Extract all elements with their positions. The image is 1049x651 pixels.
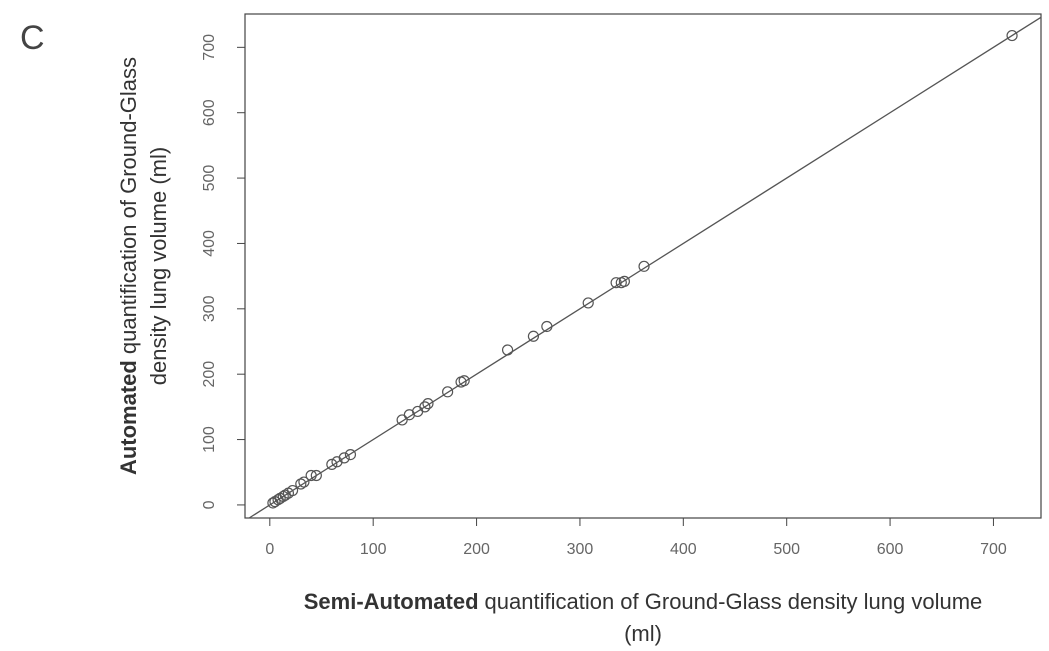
y-axis-label: Automated quantification of Ground-Glass: [116, 57, 141, 475]
point: [305, 469, 317, 482]
x-tick-label: 100: [360, 541, 387, 558]
x-tick-label: 0: [265, 541, 274, 558]
y-tick-label: 100: [201, 426, 218, 453]
y-tick-label: 200: [201, 361, 218, 388]
y-tick-label: 700: [201, 34, 218, 61]
x-axis-label: Semi-Automated quantification of Ground-G…: [304, 589, 983, 614]
point: [326, 458, 338, 470]
point: [582, 297, 594, 309]
x-tick-label: 700: [980, 541, 1007, 558]
point: [1006, 29, 1018, 42]
point: [610, 277, 622, 289]
point: [618, 275, 630, 287]
y-axis-label-bold: Automated: [116, 360, 141, 475]
x-axis-label-bold: Semi-Automated: [304, 589, 479, 614]
y-axis-label-text: quantification of Ground-Glass: [116, 57, 141, 354]
x-axis-label-text: quantification of Ground-Glass density l…: [485, 589, 983, 614]
point: [295, 478, 307, 490]
point: [527, 330, 540, 342]
point: [422, 398, 434, 410]
point: [344, 448, 357, 461]
x-tick-label: 200: [463, 541, 490, 558]
y-tick-label: 400: [201, 230, 218, 257]
panel-label: C: [20, 19, 45, 57]
y-axis-label: density lung volume (ml): [146, 147, 171, 385]
x-tick-label: 500: [773, 541, 800, 558]
point: [419, 401, 431, 413]
point: [501, 344, 514, 356]
point: [396, 414, 408, 426]
y-tick-label: 0: [201, 500, 218, 509]
y-tick-label: 300: [201, 295, 218, 322]
point: [298, 476, 310, 488]
point: [638, 260, 650, 272]
point: [442, 386, 454, 398]
point: [541, 320, 553, 333]
plot-frame: [244, 13, 1042, 519]
y-tick-label: 500: [201, 165, 218, 192]
point: [458, 375, 470, 387]
point: [310, 469, 322, 482]
identity-line: [248, 16, 1042, 519]
x-tick-label: 300: [567, 541, 594, 558]
point: [338, 452, 350, 464]
x-axis-label: (ml): [624, 621, 662, 646]
x-tick-label: 400: [670, 541, 697, 558]
point: [286, 484, 299, 497]
y-tick-label: 600: [201, 99, 218, 126]
x-tick-label: 600: [877, 541, 904, 558]
